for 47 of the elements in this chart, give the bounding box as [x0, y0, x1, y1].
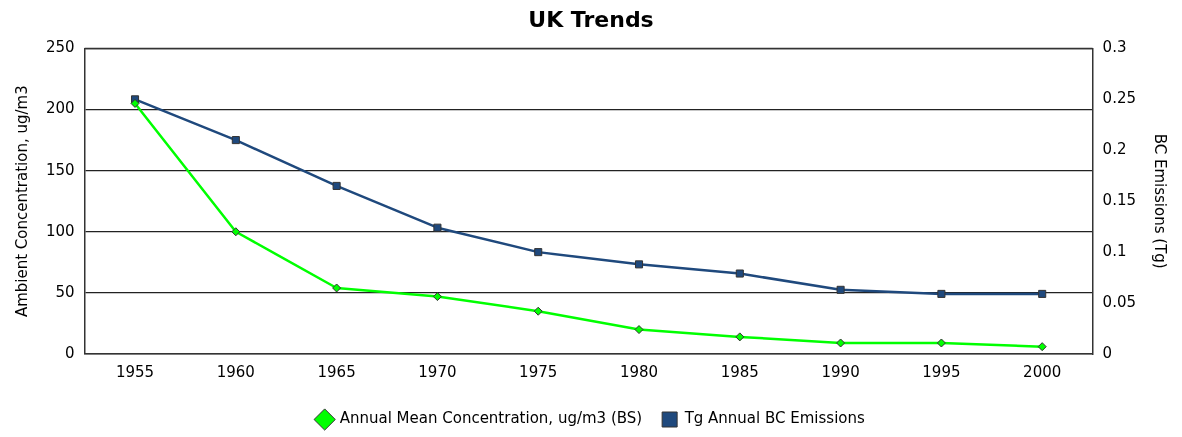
point [1037, 342, 1047, 352]
point [432, 292, 442, 302]
x-tick-label: 1980 [619, 362, 659, 381]
x-tick-label: 1960 [216, 362, 255, 381]
y2-tick-label: 0.15 [1102, 191, 1137, 210]
y-axis-title: Ambient Concentration, ug/m3 [12, 85, 31, 318]
y2-axis-title: BC Emissions (Tg) [1151, 133, 1170, 269]
y-tick-label: 200 [45, 99, 75, 118]
y2-tick-label: 0.1 [1102, 242, 1127, 261]
x-tick-label: 1970 [418, 362, 457, 381]
point [735, 332, 745, 342]
point [332, 283, 342, 293]
x-tick-label: 1995 [922, 362, 961, 381]
legend-label: Tg Annual BC Emissions [683, 409, 865, 428]
y2-tick-label: 0 [1102, 343, 1113, 362]
legend-label: Annual Mean Concentration, ug/m3 (BS) [339, 409, 643, 428]
chart-title: UK Trends [528, 6, 654, 32]
point [231, 227, 241, 237]
point [130, 98, 140, 108]
y2-tick-label: 0.3 [1102, 38, 1127, 57]
point [533, 306, 543, 316]
x-tick-label: 2000 [1023, 362, 1062, 381]
point [534, 248, 543, 257]
x-tick-label: 1990 [821, 362, 860, 381]
point [836, 338, 846, 348]
y2-tick-label: 0.2 [1102, 140, 1127, 159]
point [634, 325, 644, 335]
y-tick-label: 0 [65, 343, 75, 362]
point [836, 285, 845, 294]
x-tick-label: 1955 [115, 362, 155, 381]
x-tick-label: 1965 [317, 362, 356, 381]
y2-tick-label: 0.25 [1102, 89, 1137, 108]
y-tick-label: 50 [55, 282, 75, 301]
point [231, 136, 240, 145]
point [433, 223, 442, 232]
point [1038, 289, 1047, 298]
point [735, 269, 744, 278]
y-tick-label: 100 [45, 221, 75, 240]
point [634, 260, 644, 269]
y-tick-label: 150 [45, 160, 75, 179]
y2-tick-label: 0.05 [1102, 292, 1137, 311]
point [936, 338, 946, 348]
y-tick-label: 250 [45, 38, 75, 57]
x-tick-label: 1985 [720, 362, 759, 381]
point [937, 289, 946, 298]
point [332, 181, 341, 190]
x-tick-label: 1975 [519, 362, 558, 381]
